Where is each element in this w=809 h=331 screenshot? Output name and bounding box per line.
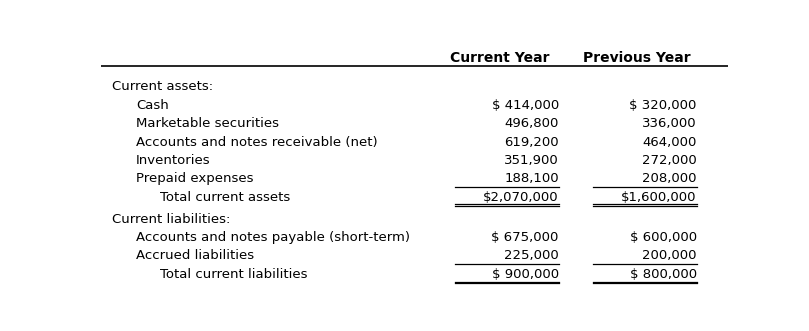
Text: Prepaid expenses: Prepaid expenses [136, 172, 254, 185]
Text: $ 675,000: $ 675,000 [491, 231, 559, 244]
Text: Marketable securities: Marketable securities [136, 117, 279, 130]
Text: $ 414,000: $ 414,000 [492, 99, 559, 112]
Text: 351,900: 351,900 [504, 154, 559, 167]
Text: 200,000: 200,000 [642, 250, 697, 262]
Text: 336,000: 336,000 [642, 117, 697, 130]
Text: Accrued liabilities: Accrued liabilities [136, 250, 254, 262]
Text: Accounts and notes receivable (net): Accounts and notes receivable (net) [136, 136, 378, 149]
Text: Current liabilities:: Current liabilities: [112, 213, 231, 226]
Text: Inventories: Inventories [136, 154, 211, 167]
Text: 496,800: 496,800 [505, 117, 559, 130]
Text: $ 800,000: $ 800,000 [629, 268, 697, 281]
Text: $ 900,000: $ 900,000 [492, 268, 559, 281]
Text: $2,070,000: $2,070,000 [483, 191, 559, 204]
Text: 619,200: 619,200 [504, 136, 559, 149]
Text: Accounts and notes payable (short-term): Accounts and notes payable (short-term) [136, 231, 410, 244]
Text: 464,000: 464,000 [642, 136, 697, 149]
Text: Cash: Cash [136, 99, 169, 112]
Text: $ 320,000: $ 320,000 [629, 99, 697, 112]
Text: Total current liabilities: Total current liabilities [160, 268, 307, 281]
Text: Current assets:: Current assets: [112, 80, 214, 93]
Text: 188,100: 188,100 [504, 172, 559, 185]
Text: $1,600,000: $1,600,000 [621, 191, 697, 204]
Text: 225,000: 225,000 [504, 250, 559, 262]
Text: Total current assets: Total current assets [160, 191, 290, 204]
Text: Current Year: Current Year [450, 51, 549, 65]
Text: Previous Year: Previous Year [583, 51, 691, 65]
Text: 208,000: 208,000 [642, 172, 697, 185]
Text: $ 600,000: $ 600,000 [629, 231, 697, 244]
Text: 272,000: 272,000 [642, 154, 697, 167]
